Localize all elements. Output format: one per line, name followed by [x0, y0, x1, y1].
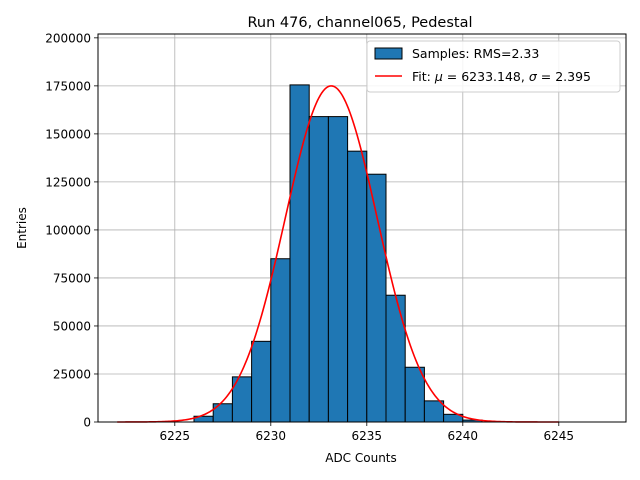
- legend-box: [366, 40, 621, 93]
- histogram-bar: [385, 294, 406, 423]
- y-tick-label: 50000: [53, 319, 91, 333]
- histogram-bar: [251, 340, 272, 423]
- x-axis-label: ADC Counts: [325, 451, 397, 465]
- legend-label-histogram: Samples: RMS=2.33: [412, 46, 539, 61]
- histogram-bar: [347, 150, 368, 423]
- chart-title: Run 476, channel065, Pedestal: [247, 15, 472, 31]
- y-tick-label: 125000: [45, 175, 91, 189]
- x-tick-label: 6245: [544, 429, 575, 443]
- x-tick-label: 6230: [256, 429, 287, 443]
- y-axis-label: Entries: [15, 207, 29, 249]
- histogram-bar: [423, 400, 445, 423]
- fit-curve: [117, 85, 559, 423]
- y-tick-label: 175000: [45, 79, 91, 93]
- histogram-bar: [289, 84, 310, 423]
- legend-label-fit: Fit: μ = 6233.148, σ = 2.395: [412, 69, 591, 84]
- legend-swatch-histogram: [374, 47, 403, 60]
- legend: Samples: RMS=2.33 Fit: μ = 6233.148, σ =…: [366, 40, 621, 93]
- y-tick-label: 150000: [45, 127, 91, 141]
- x-tick-label: 6225: [160, 429, 191, 443]
- histogram-bar: [270, 258, 291, 423]
- histogram-bars: [193, 84, 483, 423]
- y-tick-label: 100000: [45, 223, 91, 237]
- histogram-bar: [308, 116, 329, 423]
- plot-frame: [97, 33, 627, 423]
- y-tick-label: 75000: [53, 271, 91, 285]
- y-tick-label: 25000: [53, 367, 91, 381]
- y-tick-label: 200000: [45, 31, 91, 45]
- y-tick-label: 0: [83, 416, 91, 430]
- fit-curve-group: [117, 85, 559, 423]
- histogram-bar: [404, 366, 425, 423]
- x-tick-label: 6240: [448, 429, 479, 443]
- histogram-bar: [327, 116, 349, 423]
- x-tick-label: 6235: [352, 429, 383, 443]
- x-axis-ticks: 6225 6230 6235 6240 6245: [160, 422, 575, 443]
- y-axis-ticks: 0 25000 50000 75000 100000 125000 150000 175000…: [45, 31, 98, 430]
